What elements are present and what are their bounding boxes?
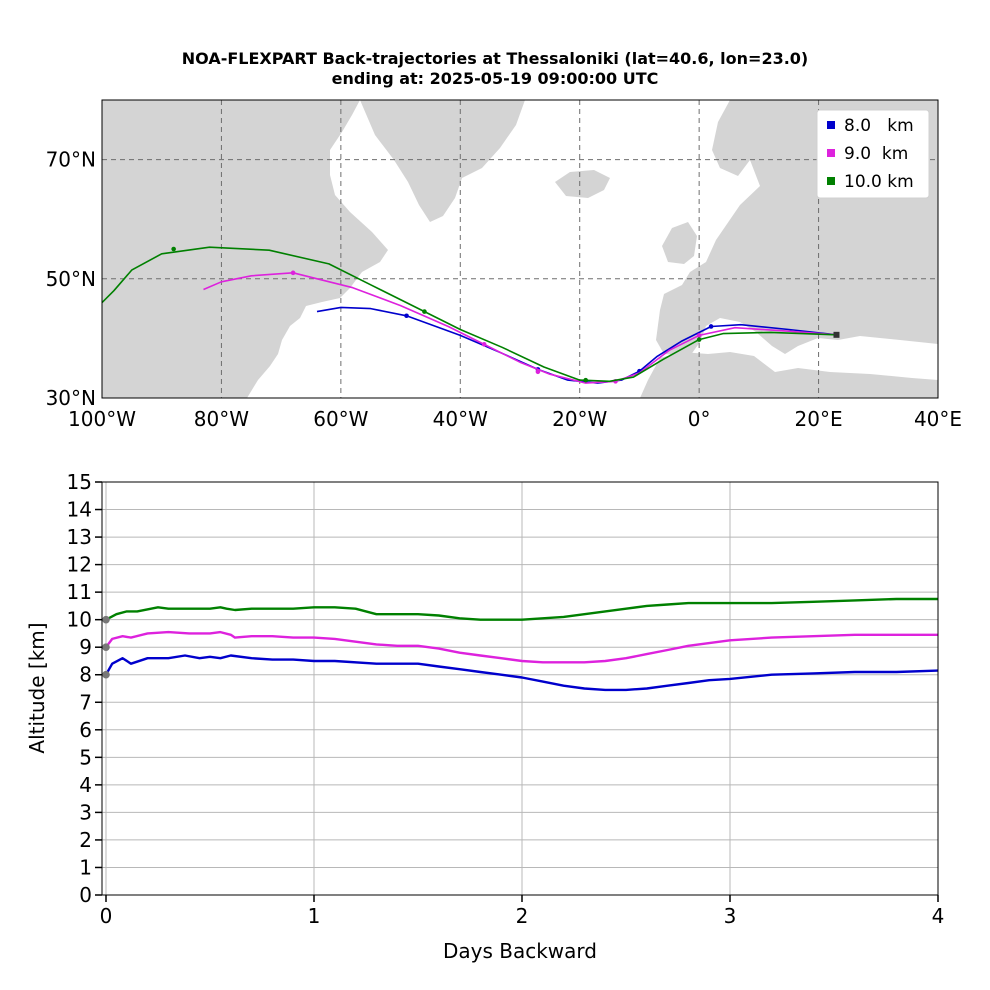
map-frame	[101, 99, 939, 399]
legend-swatch-8-0-km	[827, 121, 835, 129]
map-y-tick-label: 30°N	[46, 386, 96, 410]
map-trajectory-marker	[422, 309, 427, 314]
legend-label-9-0-km: 9.0 km	[844, 144, 908, 164]
altitude-x-tick-label: 0	[100, 904, 113, 928]
altitude-series	[102, 597, 939, 692]
map-x-tick-label: 40°W	[433, 407, 488, 431]
map-trajectory-10-0-km	[102, 246, 837, 383]
altitude-y-tick-label: 2	[79, 828, 92, 852]
legend-label-8-0-km: 8.0 km	[844, 116, 914, 136]
map-x-tick-label: 100°W	[68, 407, 136, 431]
altitude-y-tick-label: 7	[79, 690, 92, 714]
map-x-tick-label: 0°	[688, 407, 711, 431]
map-trajectory-marker	[708, 324, 714, 329]
altitude-series-10-0-km	[105, 597, 938, 621]
map-trajectory-marker	[696, 333, 702, 338]
altitude-y-tick-label: 5	[79, 745, 92, 769]
chart-title: NOA-FLEXPART Back-trajectories at Thessa…	[181, 49, 809, 68]
map-x-tick-label: 20°W	[552, 407, 607, 431]
legend-swatch-9-0-km	[827, 149, 835, 157]
altitude-y-tick-label: 13	[67, 525, 92, 549]
altitude-start-marker	[102, 670, 110, 679]
map-x-tick-label: 40°E	[914, 407, 962, 431]
altitude-gridlines	[102, 481, 939, 896]
altitude-series-9-0-km	[105, 630, 938, 664]
altitude-y-tick-label: 15	[67, 470, 92, 494]
altitude-y-axis-label: Altitude [km]	[25, 622, 49, 753]
altitude-y-tick-label: 10	[67, 608, 92, 632]
altitude-y-tick-label: 14	[67, 498, 92, 522]
map-trajectory-marker	[535, 369, 541, 375]
land-africa	[640, 352, 938, 398]
land-greenland	[360, 100, 525, 222]
land-british-isles	[662, 222, 697, 264]
map-tick-labels: 100°W 80°W 60°W 40°W 20°W 0° 20°E 40°E 30°N 50°N 7…	[46, 148, 962, 431]
map-trajectory-marker	[481, 342, 487, 347]
altitude-y-tick-label: 8	[79, 663, 92, 687]
chart-subtitle: ending at: 2025-05-19 09:00:00 UTC	[331, 69, 659, 88]
map-legend: 8.0 km 9.0 km 10.0 km	[816, 109, 930, 199]
land-iceland	[555, 170, 610, 198]
altitude-series-8-0-km	[104, 654, 939, 692]
map-trajectory-marker	[404, 313, 409, 319]
legend-box	[816, 109, 930, 199]
map-y-tick-label: 50°N	[46, 267, 96, 291]
map-x-tick-label: 60°W	[313, 407, 368, 431]
legend-swatch-10-0-km	[827, 177, 835, 185]
altitude-start-marker	[102, 643, 110, 651]
map-trajectory-marker	[290, 270, 296, 276]
map-trajectory-marker	[696, 337, 702, 342]
map-trajectory-marker	[583, 377, 588, 383]
map-x-tick-label: 20°E	[795, 407, 843, 431]
map-x-tick-label: 80°W	[194, 407, 249, 431]
altitude-y-tick-label: 9	[79, 635, 92, 659]
legend-label-10-0-km: 10.0 km	[844, 172, 914, 192]
altitude-frame	[101, 481, 939, 896]
map-panel: 100°W 80°W 60°W 40°W 20°W 0° 20°E 40°E 30°N 50°N 7…	[46, 99, 962, 431]
map-y-tick-label: 70°N	[46, 148, 96, 172]
map-trajectories	[102, 246, 840, 384]
altitude-x-tick-label: 2	[516, 904, 529, 928]
map-release-point	[833, 331, 840, 338]
altitude-x-tick-label: 1	[308, 904, 321, 928]
altitude-x-axis-label: Days Backward	[443, 939, 597, 963]
map-trajectory-marker	[171, 246, 176, 252]
altitude-y-tick-label: 0	[79, 883, 92, 907]
altitude-y-tick-label: 12	[67, 553, 92, 577]
altitude-y-tick-label: 6	[79, 718, 92, 742]
altitude-start-marker	[102, 615, 110, 624]
altitude-y-tick-label: 4	[79, 773, 92, 797]
altitude-y-tick-label: 3	[79, 800, 92, 824]
altitude-x-tick-label: 3	[724, 904, 737, 928]
altitude-y-tick-label: 11	[67, 580, 92, 604]
map-gridlines	[102, 100, 938, 398]
altitude-x-tick-label: 4	[932, 904, 945, 928]
map-trajectory-9-0-km	[203, 272, 837, 384]
altitude-y-tick-label: 1	[79, 855, 92, 879]
